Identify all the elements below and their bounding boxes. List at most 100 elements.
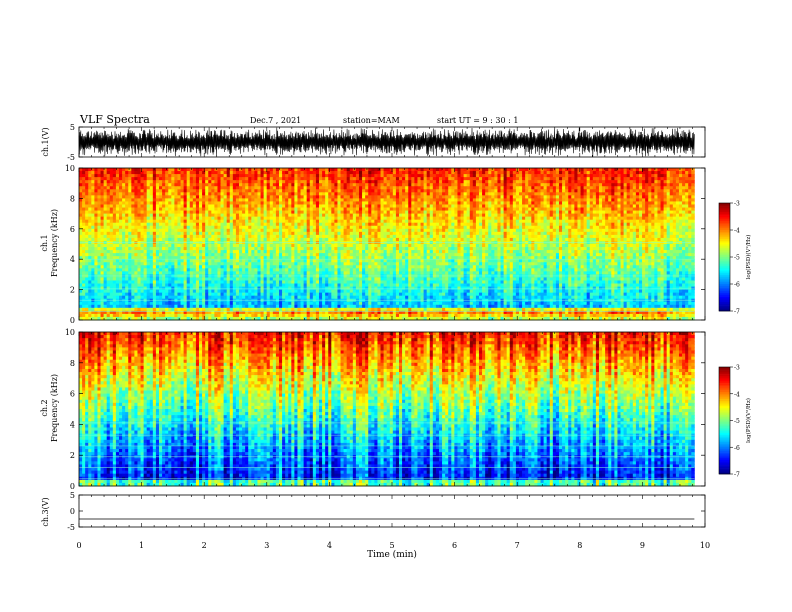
spectrogram-cell — [362, 210, 366, 214]
spectrogram-cell — [549, 228, 554, 233]
spectrogram-cell — [632, 234, 637, 239]
spectrogram-cell — [318, 186, 323, 190]
spectrogram-cell — [303, 174, 308, 178]
spectrogram-cell — [303, 183, 308, 187]
spectrogram-cell — [229, 195, 234, 199]
spectrogram-cell — [340, 168, 345, 172]
spectrogram-cell — [352, 219, 357, 224]
spectrogram-cell — [297, 183, 301, 187]
spectrogram-cell — [368, 171, 372, 175]
spectrogram-cell — [688, 225, 692, 230]
spectrogram-cell — [417, 174, 421, 178]
spectrogram-cell — [497, 237, 501, 242]
spectrogram-cell — [251, 204, 255, 208]
spectrogram-cell — [140, 201, 145, 205]
spectrogram-cell — [555, 204, 560, 208]
spectrogram-cell — [245, 168, 249, 172]
spectrogram-cell — [638, 213, 643, 218]
spectrogram-cell — [266, 195, 271, 199]
spectrogram-cell — [469, 231, 474, 236]
spectrogram-cell — [398, 201, 403, 205]
spectrogram-cell — [263, 225, 268, 230]
spectrogram-cell — [198, 201, 203, 205]
spectrogram-cell — [174, 225, 178, 230]
spectrogram-cell — [94, 213, 98, 218]
spectrogram-cell — [328, 228, 332, 233]
spectrogram-cell — [426, 204, 431, 208]
spectrogram-cell — [691, 183, 695, 187]
spectrogram-cell — [94, 210, 98, 214]
spectrogram-cell — [143, 171, 148, 175]
spectrogram-cell — [220, 222, 225, 227]
spectrogram-cell — [242, 207, 246, 211]
spectrogram-cell — [445, 219, 449, 224]
spectrogram-cell — [488, 210, 492, 214]
spectrogram-cell — [346, 195, 351, 199]
spectrogram-cell — [374, 174, 378, 178]
spectrogram-cell — [245, 180, 249, 184]
spectrogram-cell — [522, 225, 526, 230]
spectrogram-cell — [525, 198, 529, 202]
spectrogram-cell — [414, 198, 418, 202]
spectrogram-cell — [494, 231, 498, 236]
spectrogram-cell — [352, 225, 357, 230]
spectrogram-cell — [294, 183, 298, 187]
spectrogram-cell — [475, 171, 480, 175]
spectrogram-cell — [374, 225, 378, 230]
spectrogram-cell — [589, 171, 594, 175]
spectrogram-cell — [426, 234, 431, 239]
spectrogram-cell — [485, 168, 489, 172]
spectrogram-cell — [168, 228, 172, 233]
spectrogram-cell — [638, 168, 643, 172]
spectrogram-cell — [383, 189, 388, 193]
spectrogram-cell — [408, 198, 412, 202]
spectrogram-cell — [115, 225, 120, 230]
spectrogram-cell — [208, 201, 212, 205]
spectrogram-cell — [131, 180, 135, 184]
spectrogram-cell — [451, 207, 455, 211]
spectrogram-cell — [426, 195, 431, 199]
spectrogram-cell — [257, 237, 261, 242]
spectrogram-cell — [79, 177, 83, 181]
spectrogram-cell — [506, 189, 511, 193]
spectrogram-cell — [408, 180, 412, 184]
spectrogram-cell — [651, 189, 655, 193]
spectrogram-cell — [635, 228, 640, 233]
spectrogram-cell — [134, 210, 138, 214]
spectrogram-cell — [592, 237, 597, 242]
spectrogram-cell — [106, 201, 111, 205]
spectrogram-cell — [174, 189, 178, 193]
spectrogram-cell — [269, 219, 274, 224]
spectrogram-cell — [543, 180, 548, 184]
spectrogram-cell — [469, 210, 474, 214]
spectrogram-cell — [97, 177, 101, 181]
spectrogram-cell — [223, 228, 228, 233]
spectrogram-cell — [478, 237, 483, 242]
spectrogram-cell — [675, 204, 680, 208]
spectrogram-cell — [574, 213, 578, 218]
spectrogram-cell — [691, 222, 695, 227]
spectrogram-cell — [362, 201, 366, 205]
spectrogram-cell — [515, 222, 520, 227]
spectrogram-cell — [291, 204, 295, 208]
spectrogram-cell — [648, 216, 652, 221]
spectrogram-cell — [115, 180, 120, 184]
spectrogram-cell — [109, 207, 114, 211]
spectrogram-cell — [331, 216, 335, 221]
spectrogram-cell — [232, 231, 237, 236]
spectrogram-cell — [266, 189, 271, 193]
spectrogram-cell — [632, 195, 637, 199]
spectrogram-cell — [432, 171, 437, 175]
spectrogram-cell — [79, 216, 83, 221]
spectrogram-cell — [678, 186, 683, 190]
spectrogram-cell — [309, 213, 314, 218]
spectrogram-cell — [518, 195, 523, 199]
spectrogram-cell — [205, 219, 209, 224]
spectrogram-cell — [297, 186, 301, 190]
spectrogram-cell — [282, 216, 286, 221]
spectrogram-cell — [562, 207, 566, 211]
spectrogram-cell — [632, 207, 637, 211]
spectrogram-cell — [278, 171, 283, 175]
spectrogram-cell — [285, 177, 289, 181]
spectrogram-cell — [688, 234, 692, 239]
